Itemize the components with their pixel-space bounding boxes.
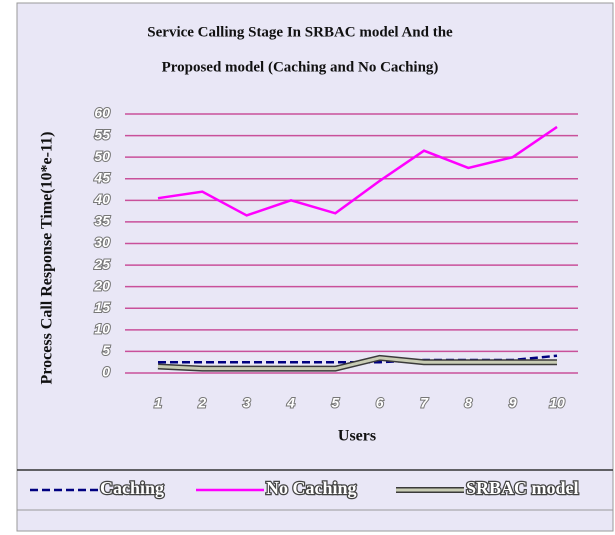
y-tick-label: 60	[94, 105, 110, 121]
y-tick-label: 50	[94, 148, 110, 164]
x-tick-label: 9	[509, 395, 517, 411]
x-axis-label: Users	[338, 428, 376, 445]
y-axis-label: Process Call Response Time(10*e-11)	[39, 132, 56, 385]
y-tick-label: 15	[94, 299, 110, 315]
y-tick-label: 30	[94, 234, 110, 250]
legend-label: Caching	[100, 478, 164, 498]
chart-title: Proposed model (Caching and No Caching)	[162, 59, 439, 75]
x-tick-label: 2	[197, 395, 206, 411]
y-tick-label: 25	[93, 256, 110, 272]
x-tick-label: 10	[549, 395, 565, 411]
legend-label: SRBAC model	[466, 478, 579, 498]
x-tick-label: 5	[331, 395, 339, 411]
x-tick-label: 4	[286, 395, 295, 411]
chart-title: Service Calling Stage In SRBAC model And…	[147, 24, 453, 40]
y-tick-label: 35	[94, 213, 110, 229]
x-tick-label: 3	[243, 395, 251, 411]
line	[157, 125, 558, 217]
y-tick-label: 10	[94, 321, 110, 337]
y-tick-label: 45	[93, 169, 110, 185]
y-tick-label: 40	[93, 191, 110, 207]
x-tick-label: 1	[154, 395, 162, 411]
y-tick-label: 20	[93, 277, 110, 293]
legend-label: No Caching	[266, 478, 357, 498]
x-tick-label: 6	[376, 395, 384, 411]
x-tick-label: 7	[420, 395, 429, 411]
y-tick-label: 5	[102, 342, 110, 358]
line	[157, 356, 557, 371]
x-tick-label: 8	[464, 395, 472, 411]
y-tick-label: 55	[94, 126, 110, 142]
y-tick-label: 0	[102, 364, 110, 380]
chart-background	[16, 2, 614, 532]
